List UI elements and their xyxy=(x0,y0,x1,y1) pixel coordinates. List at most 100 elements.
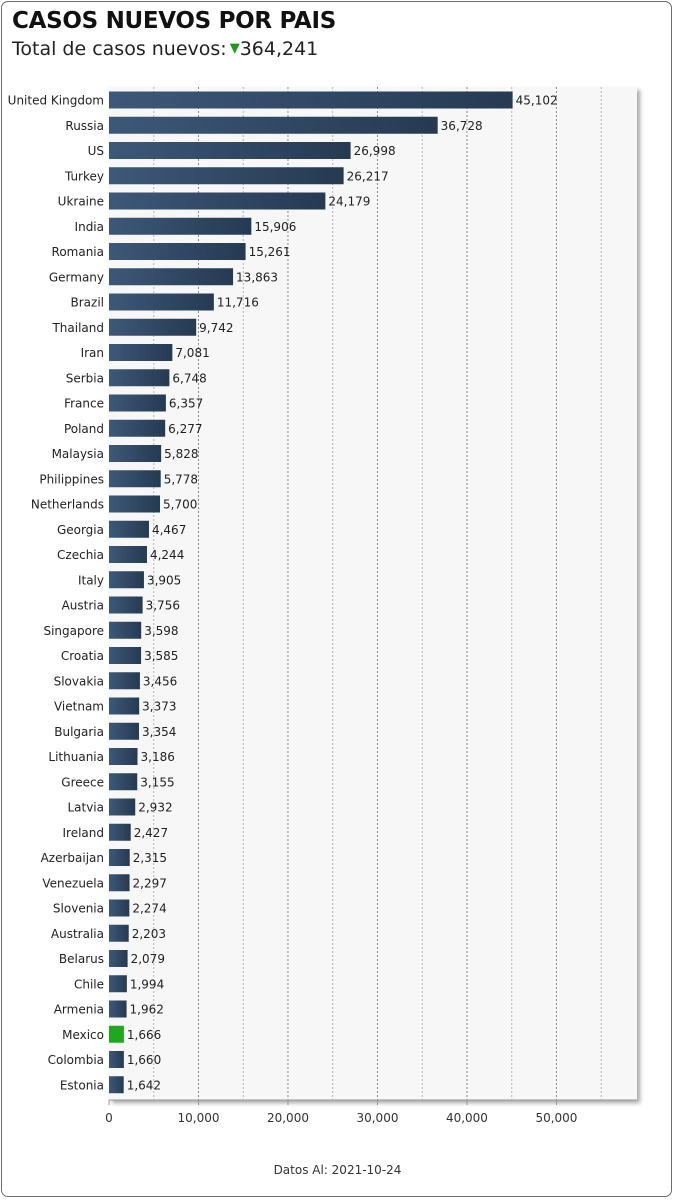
value-label: 3,373 xyxy=(142,700,176,714)
value-label: 3,756 xyxy=(146,599,180,613)
category-label: Philippines xyxy=(39,472,104,486)
value-label: 5,778 xyxy=(164,472,198,486)
bar-slovakia xyxy=(109,672,140,690)
category-label: Armenia xyxy=(54,1003,104,1017)
category-label: Romania xyxy=(52,245,104,259)
x-tick-label: 30,000 xyxy=(356,1111,398,1125)
category-label: Georgia xyxy=(57,523,104,537)
category-label: Iran xyxy=(81,346,104,360)
value-label: 3,155 xyxy=(140,775,174,789)
category-label: Mexico xyxy=(62,1028,104,1042)
value-label: 1,994 xyxy=(130,977,164,991)
value-label: 4,244 xyxy=(150,548,184,562)
x-tick-label: 0 xyxy=(105,1111,113,1125)
value-label: 2,315 xyxy=(133,851,167,865)
bar-romania xyxy=(109,243,246,260)
category-label: United Kingdom xyxy=(8,94,104,108)
bar-colombia xyxy=(109,1051,124,1068)
category-label: Bulgaria xyxy=(54,725,104,739)
value-label: 5,828 xyxy=(164,447,198,461)
value-label: 2,932 xyxy=(138,801,172,815)
value-label: 6,748 xyxy=(172,371,206,385)
value-label: 15,261 xyxy=(249,245,291,259)
category-label: Malaysia xyxy=(52,447,104,461)
value-label: 26,217 xyxy=(347,169,389,183)
bar-azerbaijan xyxy=(109,849,130,866)
x-tick-label: 10,000 xyxy=(177,1111,219,1125)
value-label: 2,079 xyxy=(131,952,165,966)
bar-estonia xyxy=(109,1076,124,1094)
value-label: 1,666 xyxy=(127,1028,161,1042)
category-label: Slovakia xyxy=(54,674,104,688)
bar-vietnam xyxy=(109,697,140,715)
value-label: 4,467 xyxy=(152,523,186,537)
category-label: India xyxy=(75,220,104,234)
bar-latvia xyxy=(109,798,136,816)
category-label: Chile xyxy=(74,977,104,991)
value-label: 6,277 xyxy=(168,422,202,436)
bar-us xyxy=(109,142,351,159)
value-label: 11,716 xyxy=(217,296,259,310)
category-label: Germany xyxy=(49,270,104,284)
value-label: 2,297 xyxy=(133,876,167,890)
category-label: Colombia xyxy=(48,1053,104,1067)
bar-greece xyxy=(109,773,138,791)
value-label: 9,742 xyxy=(199,321,233,335)
bar-brazil xyxy=(109,293,214,311)
bar-georgia xyxy=(109,520,149,538)
value-label: 2,203 xyxy=(132,927,166,941)
bar-ukraine xyxy=(109,192,326,210)
x-tick-label: 50,000 xyxy=(535,1111,577,1125)
value-label: 1,660 xyxy=(127,1053,161,1067)
category-label: Netherlands xyxy=(31,498,104,512)
bar-austria xyxy=(109,596,143,614)
category-label: US xyxy=(88,144,104,158)
category-label: Slovenia xyxy=(53,902,104,916)
plot-area xyxy=(109,87,637,1100)
category-label: Austria xyxy=(62,599,104,613)
bar-iran xyxy=(109,344,173,361)
bar-ireland xyxy=(109,823,131,841)
value-label: 3,585 xyxy=(144,649,178,663)
bar-netherlands xyxy=(109,495,161,513)
value-label: 3,905 xyxy=(147,573,181,587)
value-label: 3,456 xyxy=(143,674,177,688)
category-label: Croatia xyxy=(61,649,104,663)
bar-slovenia xyxy=(109,899,130,917)
category-label: France xyxy=(64,397,104,411)
triangle-down-icon: ▼ xyxy=(229,41,240,56)
bar-czechia xyxy=(109,546,147,563)
x-tick-label: 40,000 xyxy=(446,1111,488,1125)
bar-lithuania xyxy=(109,748,138,765)
value-label: 26,998 xyxy=(354,144,396,158)
category-label: Ireland xyxy=(62,826,104,840)
bar-italy xyxy=(109,571,144,589)
footer-date: Datos Al: 2021-10-24 xyxy=(273,1163,402,1177)
bar-singapore xyxy=(109,621,142,639)
category-label: Greece xyxy=(61,775,104,789)
category-label: Venezuela xyxy=(42,876,104,890)
value-label: 36,728 xyxy=(441,119,483,133)
chart-title: CASOS NUEVOS POR PAIS xyxy=(12,8,337,34)
bar-united-kingdom xyxy=(109,91,513,109)
value-label: 6,357 xyxy=(169,397,203,411)
bar-chile xyxy=(109,975,127,993)
category-label: Czechia xyxy=(57,548,104,562)
category-label: Italy xyxy=(78,573,104,587)
subtitle-label: Total de casos nuevos: xyxy=(12,38,227,60)
x-tick-label: 20,000 xyxy=(267,1111,309,1125)
bar-turkey xyxy=(109,167,344,185)
category-label: Estonia xyxy=(60,1078,104,1092)
bar-belarus xyxy=(109,950,128,967)
value-label: 13,863 xyxy=(236,270,278,284)
bar-bulgaria xyxy=(109,722,140,740)
value-label: 2,274 xyxy=(132,902,166,916)
category-label: Thailand xyxy=(51,321,104,335)
value-label: 5,700 xyxy=(163,498,197,512)
category-label: Latvia xyxy=(67,801,104,815)
value-label: 24,179 xyxy=(328,195,370,209)
category-label: Vietnam xyxy=(54,700,104,714)
category-label: Australia xyxy=(51,927,104,941)
value-label: 1,642 xyxy=(127,1078,161,1092)
value-label: 7,081 xyxy=(175,346,209,360)
